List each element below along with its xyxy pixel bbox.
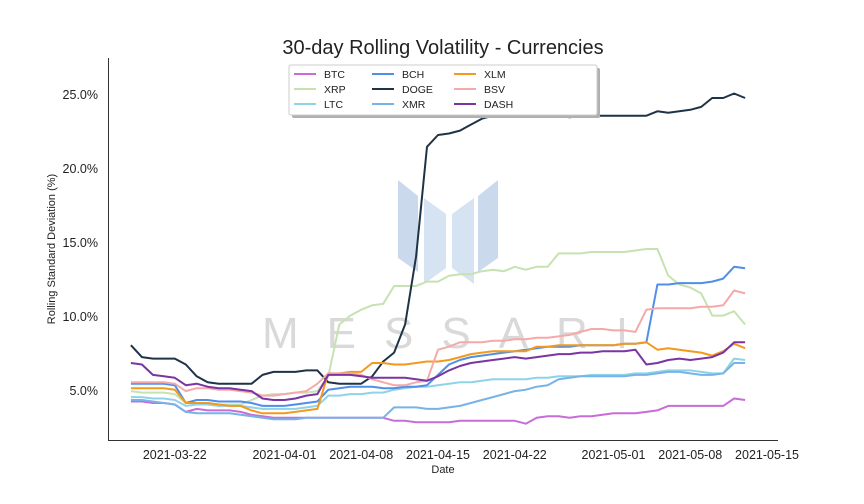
messari-logo-icon	[398, 180, 498, 284]
x-tick-label: 2021-04-08	[329, 448, 393, 462]
legend-label-xmr: XMR	[402, 99, 426, 111]
chart-title: 30-day Rolling Volatility - Currencies	[282, 37, 603, 59]
y-tick-label: 20.0%	[63, 162, 98, 176]
legend-label-dash: DASH	[484, 99, 513, 111]
x-tick-label: 2021-05-15	[735, 448, 799, 462]
y-tick-label: 25.0%	[63, 88, 98, 102]
legend-label-bsv: BSV	[484, 84, 505, 96]
series-line-dash	[130, 341, 746, 401]
x-axis-label: Date	[431, 464, 454, 476]
legend-label-btc: BTC	[324, 69, 345, 81]
series-line-bsv	[130, 289, 746, 397]
x-tick-label: 2021-05-01	[582, 448, 646, 462]
legend-label-doge: DOGE	[402, 84, 433, 96]
legend-label-xlm: XLM	[484, 69, 506, 81]
messari-watermark: MESSARI	[262, 180, 656, 358]
watermark-text: MESSARI	[262, 309, 656, 358]
x-tick-label: 2021-03-22	[143, 448, 207, 462]
series-line-xrp	[130, 248, 746, 406]
y-tick-label: 5.0%	[70, 384, 99, 398]
x-tick-label: 2021-04-22	[483, 448, 547, 462]
x-tick-labels: 2021-03-22 2021-04-01 2021-04-08 2021-04-15…	[143, 448, 799, 462]
legend-box	[288, 64, 598, 116]
x-tick-label: 2021-05-08	[658, 448, 722, 462]
series-line-doge	[130, 92, 746, 385]
x-tick-label: 2021-04-01	[252, 448, 316, 462]
series-line-btc	[130, 397, 746, 425]
y-axis-label: Rolling Standard Deviation (%)	[46, 174, 58, 324]
series-line-xlm	[130, 341, 746, 415]
x-tick-label: 2021-04-15	[406, 448, 470, 462]
legend: BTC XRP LTC BCH DOGE XMR XLM BSV DASH	[288, 64, 600, 118]
series-line-xmr	[130, 362, 746, 421]
y-tick-label: 10.0%	[63, 310, 98, 324]
y-tick-label: 15.0%	[63, 236, 98, 250]
series-lines	[130, 92, 746, 425]
y-tick-labels: 5.0% 10.0% 15.0% 20.0% 25.0%	[63, 88, 98, 398]
legend-label-ltc: LTC	[324, 99, 343, 111]
legend-label-bch: BCH	[402, 69, 424, 81]
legend-label-xrp: XRP	[324, 84, 346, 96]
